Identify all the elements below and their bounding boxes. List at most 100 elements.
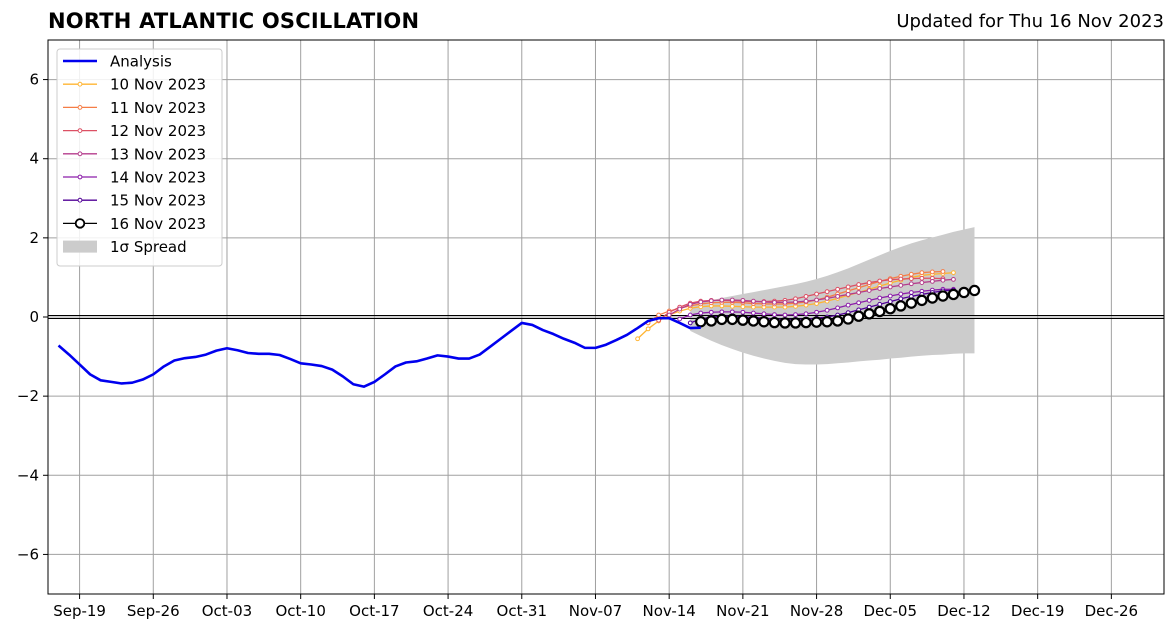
chart-title: NORTH ATLANTIC OSCILLATION — [48, 9, 420, 33]
forecast-point — [863, 308, 875, 320]
forecast-point — [705, 315, 717, 327]
forecast-point — [831, 315, 844, 327]
forecast-point — [793, 299, 798, 305]
x-tick-label: Oct-17 — [349, 602, 399, 620]
forecast-point — [845, 284, 851, 290]
forecast-point — [761, 299, 767, 305]
legend: Analysis 10 Nov 2023 11 Nov 2023 12 Nov 202… — [56, 48, 223, 267]
legend-label: 14 Nov 2023 — [110, 169, 206, 187]
forecast-point — [803, 294, 809, 299]
legend-marker — [77, 81, 83, 87]
forecast-point — [877, 295, 883, 301]
forecast-point — [814, 291, 819, 297]
forecast-point — [716, 313, 728, 326]
forecast-line-3 — [668, 278, 954, 316]
x-tick-label: Oct-03 — [202, 602, 252, 620]
forecast-point — [779, 317, 791, 329]
x-tick-label: Nov-07 — [569, 602, 622, 620]
forecast-point — [929, 269, 935, 275]
forecast-point — [877, 286, 883, 291]
forecast-point — [866, 280, 872, 285]
forecast-point — [887, 299, 893, 304]
series-lines — [635, 269, 981, 342]
legend-marker — [77, 174, 83, 180]
forecast-point — [698, 299, 704, 305]
forecast-point — [887, 284, 893, 290]
forecast-point — [719, 309, 725, 315]
forecast-point — [803, 311, 809, 317]
forecast-point — [835, 286, 841, 292]
forecast-point — [919, 270, 925, 276]
forecast-point — [877, 301, 883, 307]
forecast-point — [740, 309, 746, 315]
forecast-point — [919, 280, 925, 285]
forecast-point — [750, 298, 756, 304]
legend-marker — [77, 151, 83, 157]
forecast-point — [740, 297, 746, 303]
y-tick-label: 6 — [29, 71, 39, 89]
x-tick-label: Dec-19 — [1011, 602, 1065, 620]
forecast-point — [866, 297, 872, 303]
x-tick-label: Oct-10 — [275, 602, 325, 620]
forecast-point — [877, 278, 883, 284]
forecast-point — [940, 277, 946, 283]
forecast-point — [824, 307, 830, 313]
forecast-point — [708, 309, 714, 315]
forecast-point — [747, 315, 760, 327]
legend-label: 12 Nov 2023 — [110, 122, 206, 140]
forecast-point — [898, 282, 904, 288]
plot-frame — [47, 39, 1165, 595]
forecast-point — [758, 316, 770, 328]
forecast-point — [793, 312, 798, 318]
forecast-point — [824, 289, 830, 295]
forecast-point — [803, 298, 809, 304]
forecast-point — [916, 294, 928, 307]
forecast-point — [726, 313, 739, 326]
y-tick-label: 0 — [29, 308, 39, 326]
forecast-point — [782, 312, 788, 318]
forecast-point — [835, 305, 841, 311]
legend-label: Analysis — [110, 53, 172, 71]
x-tick-label: Dec-05 — [863, 602, 917, 620]
forecast-point — [905, 297, 918, 309]
grid — [48, 40, 1164, 594]
forecast-point — [908, 290, 914, 295]
y-tick-label: −6 — [17, 545, 39, 563]
forecast-point — [884, 302, 896, 315]
forecast-point — [687, 301, 693, 307]
forecast-point — [768, 316, 781, 329]
forecast-point — [887, 293, 893, 299]
forecast-point — [687, 312, 693, 318]
y-tick-label: −4 — [17, 466, 39, 484]
forecast-point — [635, 336, 640, 342]
forecast-point — [772, 299, 777, 305]
forecast-point — [895, 300, 907, 312]
y-tick-label: 2 — [29, 229, 39, 247]
forecast-point — [761, 311, 767, 317]
forecast-point — [898, 291, 904, 297]
x-tick-label: Oct-24 — [423, 602, 473, 620]
legend-label: 16 Nov 2023 — [110, 215, 206, 233]
forecast-point — [852, 310, 865, 322]
forecast-point — [782, 299, 788, 305]
forecast-point — [926, 292, 939, 304]
legend-label: 1σ Spread — [110, 238, 187, 256]
x-tick-label: Nov-21 — [716, 602, 769, 620]
x-tick-label: Sep-26 — [127, 602, 180, 620]
forecast-point — [866, 288, 872, 293]
forecast-point — [835, 294, 841, 299]
forecast-point — [729, 303, 735, 309]
forecast-point — [737, 314, 749, 326]
forecast-point — [887, 277, 893, 283]
forecast-point — [856, 282, 862, 287]
forecast-point — [814, 297, 819, 303]
forecast-point — [810, 316, 823, 328]
forecast-point — [951, 270, 956, 276]
forecast-point — [814, 309, 819, 315]
updated-date: Updated for Thu 16 Nov 2023 — [896, 11, 1164, 32]
forecast-point — [740, 304, 746, 310]
legend-marker — [77, 128, 83, 134]
legend-label: 13 Nov 2023 — [110, 145, 206, 163]
forecast-point — [750, 310, 756, 316]
y-tick-label: −2 — [17, 387, 39, 405]
